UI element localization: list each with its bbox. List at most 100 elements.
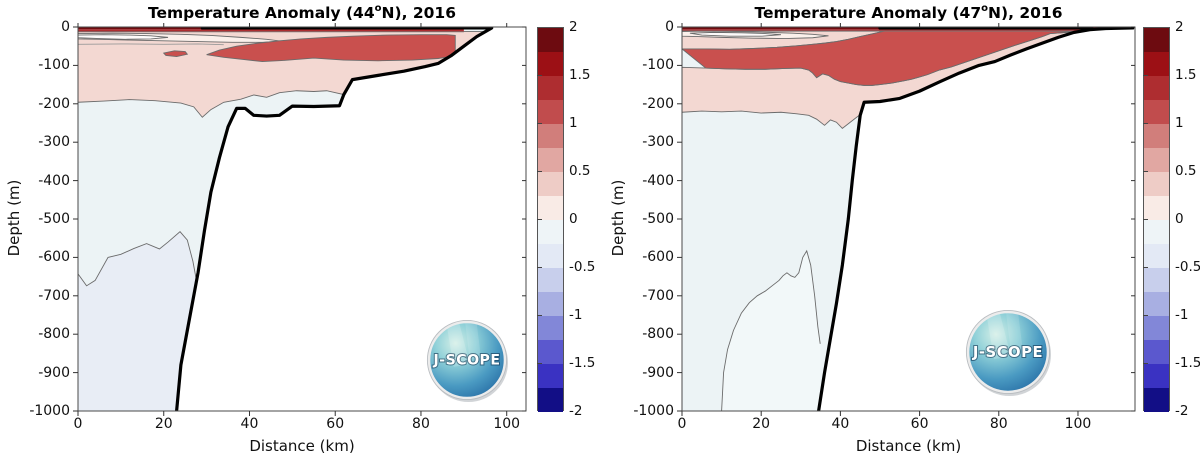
colorbar-segment [538,364,563,388]
colorbar-segment [538,100,563,124]
x-axis-label: Distance (km) [249,437,355,455]
x-tick-label: 80 [989,416,1008,432]
seafloor-mask [818,27,1135,411]
colorbar-tick-label: -0.5 [569,259,596,275]
contour-region-deep-cool-pocket [721,250,821,411]
colorbar-tick-label: -1 [569,307,583,323]
colorbar-segment [1144,388,1169,412]
axis-ticks [677,23,1135,416]
title-text: Temperature Anomaly (44 [147,4,375,22]
contour-region-warm-core-small [164,51,188,57]
contour-fill-layers [682,27,1135,411]
y-tick-label: 0 [61,19,70,35]
colorbar-segment [538,268,563,292]
colorbar-tick [1143,219,1148,220]
contour-region-warm-core-band [682,30,1078,85]
colorbar-tick [537,75,542,76]
colorbar-segment [538,292,563,316]
colorbar-segment [538,28,563,52]
colorbar-segment [1144,244,1169,268]
y-tick-label: -1000 [633,403,674,419]
contour-region-deep-cool-pocket [78,231,200,411]
colorbar-tick-label: -1.5 [569,355,596,371]
colorbar-tick-label: 1.5 [1175,67,1197,83]
colorbar-segment [1144,172,1169,196]
colorbar-tick [1143,267,1148,268]
colorbar-tick [1143,123,1148,124]
colorbar-tick-label: 1 [569,115,578,131]
x-tick-label: 40 [831,416,850,432]
plot-title-44n: Temperature Anomaly (44oN), 2016 [78,3,526,22]
x-tick-label: 100 [1064,416,1092,432]
degree-superscript: o [981,3,989,14]
y-tick-label: -600 [38,249,70,266]
y-tick-label: -300 [642,134,674,151]
colorbar-tick-label: 2 [569,19,578,35]
colorbar-segment [1144,100,1169,124]
y-tick-label: -700 [38,287,70,304]
colorbar-segment [1144,196,1169,220]
contour-region-surface-lens-inner [78,35,168,40]
y-tick-label: -200 [38,95,70,112]
y-tick-label: -700 [642,287,674,304]
x-tick-label: 80 [412,416,430,432]
y-tick-label: -600 [642,249,674,266]
colorbar-tick [1143,315,1148,316]
colorbar-tick [537,123,542,124]
colorbar-tick-label: -0.5 [1175,259,1200,275]
x-tick-label: 20 [154,416,173,432]
y-tick-label: 0 [665,19,674,35]
colorbar-segment [1144,124,1169,148]
colorbar-segment [1144,148,1169,172]
colorbar-segment [538,76,563,100]
x-tick-label: 60 [910,416,929,432]
y-tick-label: -500 [642,211,674,227]
contour-region-warm-core-main [207,35,456,62]
x-axis-label: Distance (km) [855,437,962,455]
y-tick-label: -800 [642,326,674,343]
jscope-logo-text: J-SCOPE [432,353,500,369]
colorbar-47n [1143,27,1170,412]
panel-44n: J-SCOPE Temperature Anomaly (44oN), 2016… [5,3,596,455]
colorbar-segment [538,316,563,340]
x-tick-label: 0 [73,416,83,432]
colorbar-segment [538,388,563,412]
colorbar-segment [538,148,563,172]
colorbar-tick [537,171,542,172]
colorbar-tick [537,219,542,220]
seafloor-mask [176,27,526,411]
colorbar-tick-label: 1 [1175,115,1184,131]
colorbar-tick [1143,363,1148,364]
colorbar-segment [1144,364,1169,388]
x-tick-label: 0 [677,416,687,432]
title-text: Temperature Anomaly (47 [754,4,982,22]
colorbar-segment [538,52,563,76]
title-text-suffix: N), 2016 [988,4,1063,22]
colorbar-tick-label: 0.5 [569,163,591,179]
y-tick-label: -400 [642,172,674,189]
x-tick-label: 100 [493,416,521,432]
contour-region-surface-strip-red [682,29,1086,31]
y-tick-label: -500 [38,211,70,227]
colorbar-tick-label: -1 [1175,307,1189,323]
colorbar-tick [537,267,542,268]
colorbar-segment [1144,316,1169,340]
colorbar-segment [1144,220,1169,244]
contour-fill-layers [78,27,526,411]
colorbar-tick-label: 1.5 [569,67,591,83]
panel-47n: J-SCOPE Temperature Anomaly (47oN), 2016… [600,0,1200,466]
y-tick-label: -200 [642,95,674,112]
jscope-logo-text: J-SCOPE [972,344,1043,361]
y-tick-label: -900 [38,364,70,381]
contour-region-surface-lens-inner [690,32,781,36]
y-tick-label: -800 [38,326,70,343]
colorbar-segment [1144,76,1169,100]
colorbar-tick [537,315,542,316]
colorbar-segment [538,172,563,196]
y-tick-label: -100 [642,57,674,74]
x-tick-label: 40 [240,416,259,432]
colorbar-tick-label: 0.5 [1175,163,1197,179]
plot-title-47n: Temperature Anomaly (47oN), 2016 [682,3,1135,22]
y-tick-label: -300 [38,134,70,151]
